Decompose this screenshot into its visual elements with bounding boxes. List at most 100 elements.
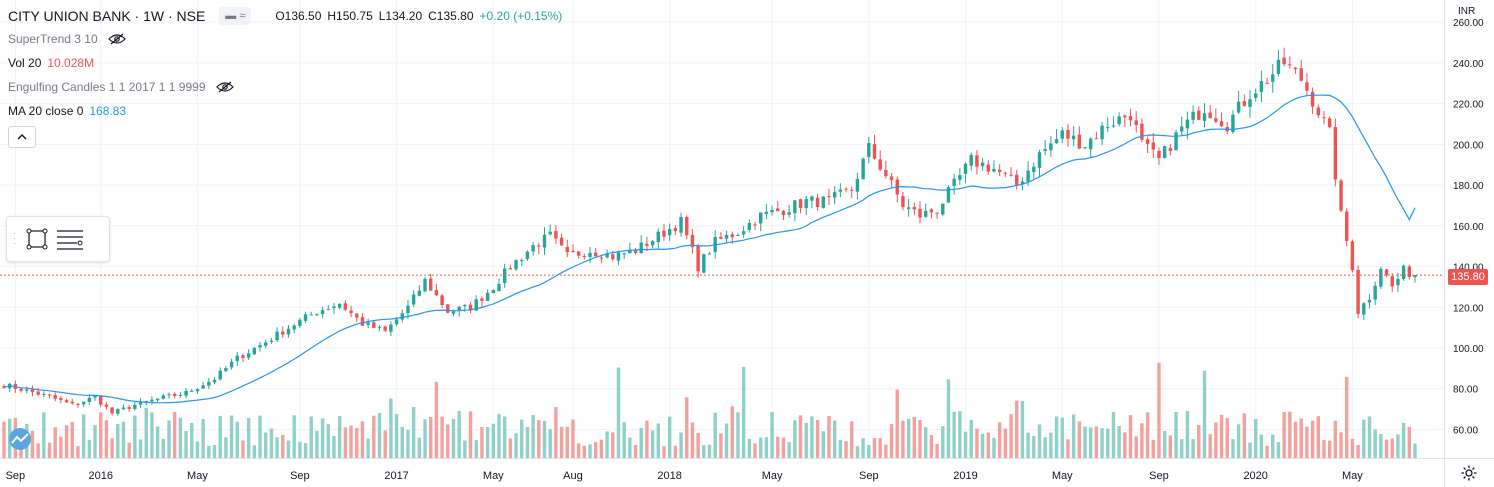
volume-bar bbox=[286, 440, 291, 458]
volume-bar bbox=[611, 432, 615, 458]
candle-body bbox=[1020, 181, 1025, 184]
candle-body bbox=[400, 313, 404, 320]
y-tick-label: 120.00 bbox=[1453, 303, 1484, 314]
candle-body bbox=[662, 230, 666, 237]
candle-body bbox=[793, 200, 797, 214]
candle-body bbox=[525, 251, 530, 259]
candle-body bbox=[952, 178, 956, 186]
tradingview-logo-icon[interactable] bbox=[6, 428, 34, 450]
candle-body bbox=[99, 396, 103, 405]
volume-bar bbox=[1288, 411, 1292, 458]
candle-body bbox=[121, 407, 126, 410]
candle-body bbox=[1071, 135, 1076, 140]
compare-toggle[interactable]: ▬ ≈ bbox=[219, 7, 252, 25]
candle-body bbox=[685, 216, 689, 236]
candle-body bbox=[838, 189, 843, 192]
volume-bar bbox=[1265, 445, 1269, 458]
volume-bar bbox=[1100, 428, 1104, 458]
volume-bar bbox=[838, 439, 843, 458]
x-tick-label: Sep bbox=[6, 470, 26, 482]
volume-bar bbox=[1191, 438, 1195, 458]
volume-bar bbox=[1362, 419, 1366, 458]
candle-body bbox=[571, 250, 575, 253]
volume-bar bbox=[474, 440, 478, 458]
candle-body bbox=[190, 390, 194, 392]
volume-bar bbox=[628, 437, 632, 458]
volume-bar bbox=[1128, 415, 1133, 458]
volume-bar bbox=[434, 381, 439, 458]
indicator-supertrend[interactable]: SuperTrend 3 10 bbox=[8, 32, 126, 46]
volume-bar bbox=[497, 413, 501, 458]
gear-icon[interactable] bbox=[1460, 464, 1478, 482]
candle-body bbox=[463, 305, 467, 307]
volume-bar bbox=[491, 423, 496, 458]
rectangle-tool-icon[interactable] bbox=[25, 227, 49, 251]
drawing-toolbar[interactable]: · · · bbox=[6, 216, 110, 262]
candle-body bbox=[110, 407, 114, 414]
candle-body bbox=[1180, 126, 1184, 132]
candle-body bbox=[258, 345, 262, 348]
chevron-up-icon bbox=[17, 134, 27, 140]
volume-bar bbox=[1174, 412, 1178, 458]
volume-bar bbox=[912, 416, 917, 458]
candle-body bbox=[201, 385, 205, 389]
price-axis[interactable]: 60.00 80.00 100.00 120.00 140.00 160.00 180.00… bbox=[1453, 18, 1484, 436]
volume-bar bbox=[1071, 414, 1076, 458]
volume-bar bbox=[1345, 376, 1349, 458]
volume-bar bbox=[1367, 416, 1372, 458]
candle-body bbox=[332, 306, 336, 309]
candle-body bbox=[1145, 139, 1150, 144]
candle-body bbox=[434, 290, 439, 296]
x-tick-label: Sep bbox=[290, 470, 310, 482]
candle-body bbox=[167, 394, 171, 396]
volume-bar bbox=[645, 420, 649, 458]
candle-body bbox=[1185, 119, 1190, 129]
volume-bar bbox=[320, 418, 325, 458]
volume-bar bbox=[821, 431, 825, 458]
collapse-legend-button[interactable] bbox=[8, 126, 36, 148]
candle-body bbox=[218, 370, 222, 380]
volume-bar bbox=[298, 441, 302, 458]
symbol-title[interactable]: CITY UNION BANK · 1W · NSE bbox=[8, 8, 206, 24]
candle-body bbox=[19, 388, 23, 391]
volume-bar bbox=[480, 427, 484, 458]
eye-crossed-icon[interactable] bbox=[107, 33, 126, 45]
y-tick-label: 140.00 bbox=[1453, 263, 1484, 274]
candle-body bbox=[923, 210, 928, 217]
volume-bar bbox=[229, 415, 234, 458]
candle-body bbox=[1253, 93, 1258, 98]
volume-bar bbox=[901, 420, 905, 458]
candle-body bbox=[309, 314, 313, 316]
ohlc-open: O136.50 bbox=[275, 9, 322, 23]
volume-bar bbox=[104, 420, 109, 458]
volume-bar bbox=[207, 445, 211, 458]
candle-body bbox=[884, 169, 888, 177]
volume-bar bbox=[326, 424, 331, 458]
volume-bar bbox=[292, 415, 296, 458]
candle-body bbox=[64, 400, 69, 403]
candle-body bbox=[1140, 123, 1144, 140]
candle-body bbox=[355, 313, 359, 318]
lines-tool-icon[interactable] bbox=[55, 227, 85, 251]
volume-bar bbox=[963, 431, 968, 458]
time-axis[interactable]: Sep 2016 May Sep 2017 May Aug 2018 May Sep 2019 May… bbox=[6, 470, 1364, 482]
volume-bar bbox=[622, 422, 626, 458]
eye-crossed-icon[interactable] bbox=[215, 81, 234, 93]
volume-bar bbox=[941, 426, 945, 458]
volume-bar bbox=[394, 414, 399, 458]
volume-bar bbox=[1054, 416, 1059, 458]
volume-bar bbox=[747, 438, 752, 458]
indicator-ma[interactable]: MA 20 close 0 168.83 bbox=[8, 104, 126, 118]
candle-body bbox=[1026, 170, 1030, 182]
volume-bar bbox=[633, 445, 638, 458]
candle-body bbox=[559, 237, 564, 246]
candle-body bbox=[906, 207, 911, 209]
indicator-engulfing[interactable]: Engulfing Candles 1 1 2017 1 1 9999 bbox=[8, 80, 234, 94]
x-tick-label: May bbox=[1052, 470, 1073, 482]
candle-body bbox=[1060, 130, 1064, 139]
candle-body bbox=[286, 328, 291, 335]
indicator-volume[interactable]: Vol 20 10.028M bbox=[8, 56, 94, 70]
drag-handle-icon[interactable]: · · · bbox=[13, 228, 17, 249]
volume-bar bbox=[184, 430, 188, 458]
